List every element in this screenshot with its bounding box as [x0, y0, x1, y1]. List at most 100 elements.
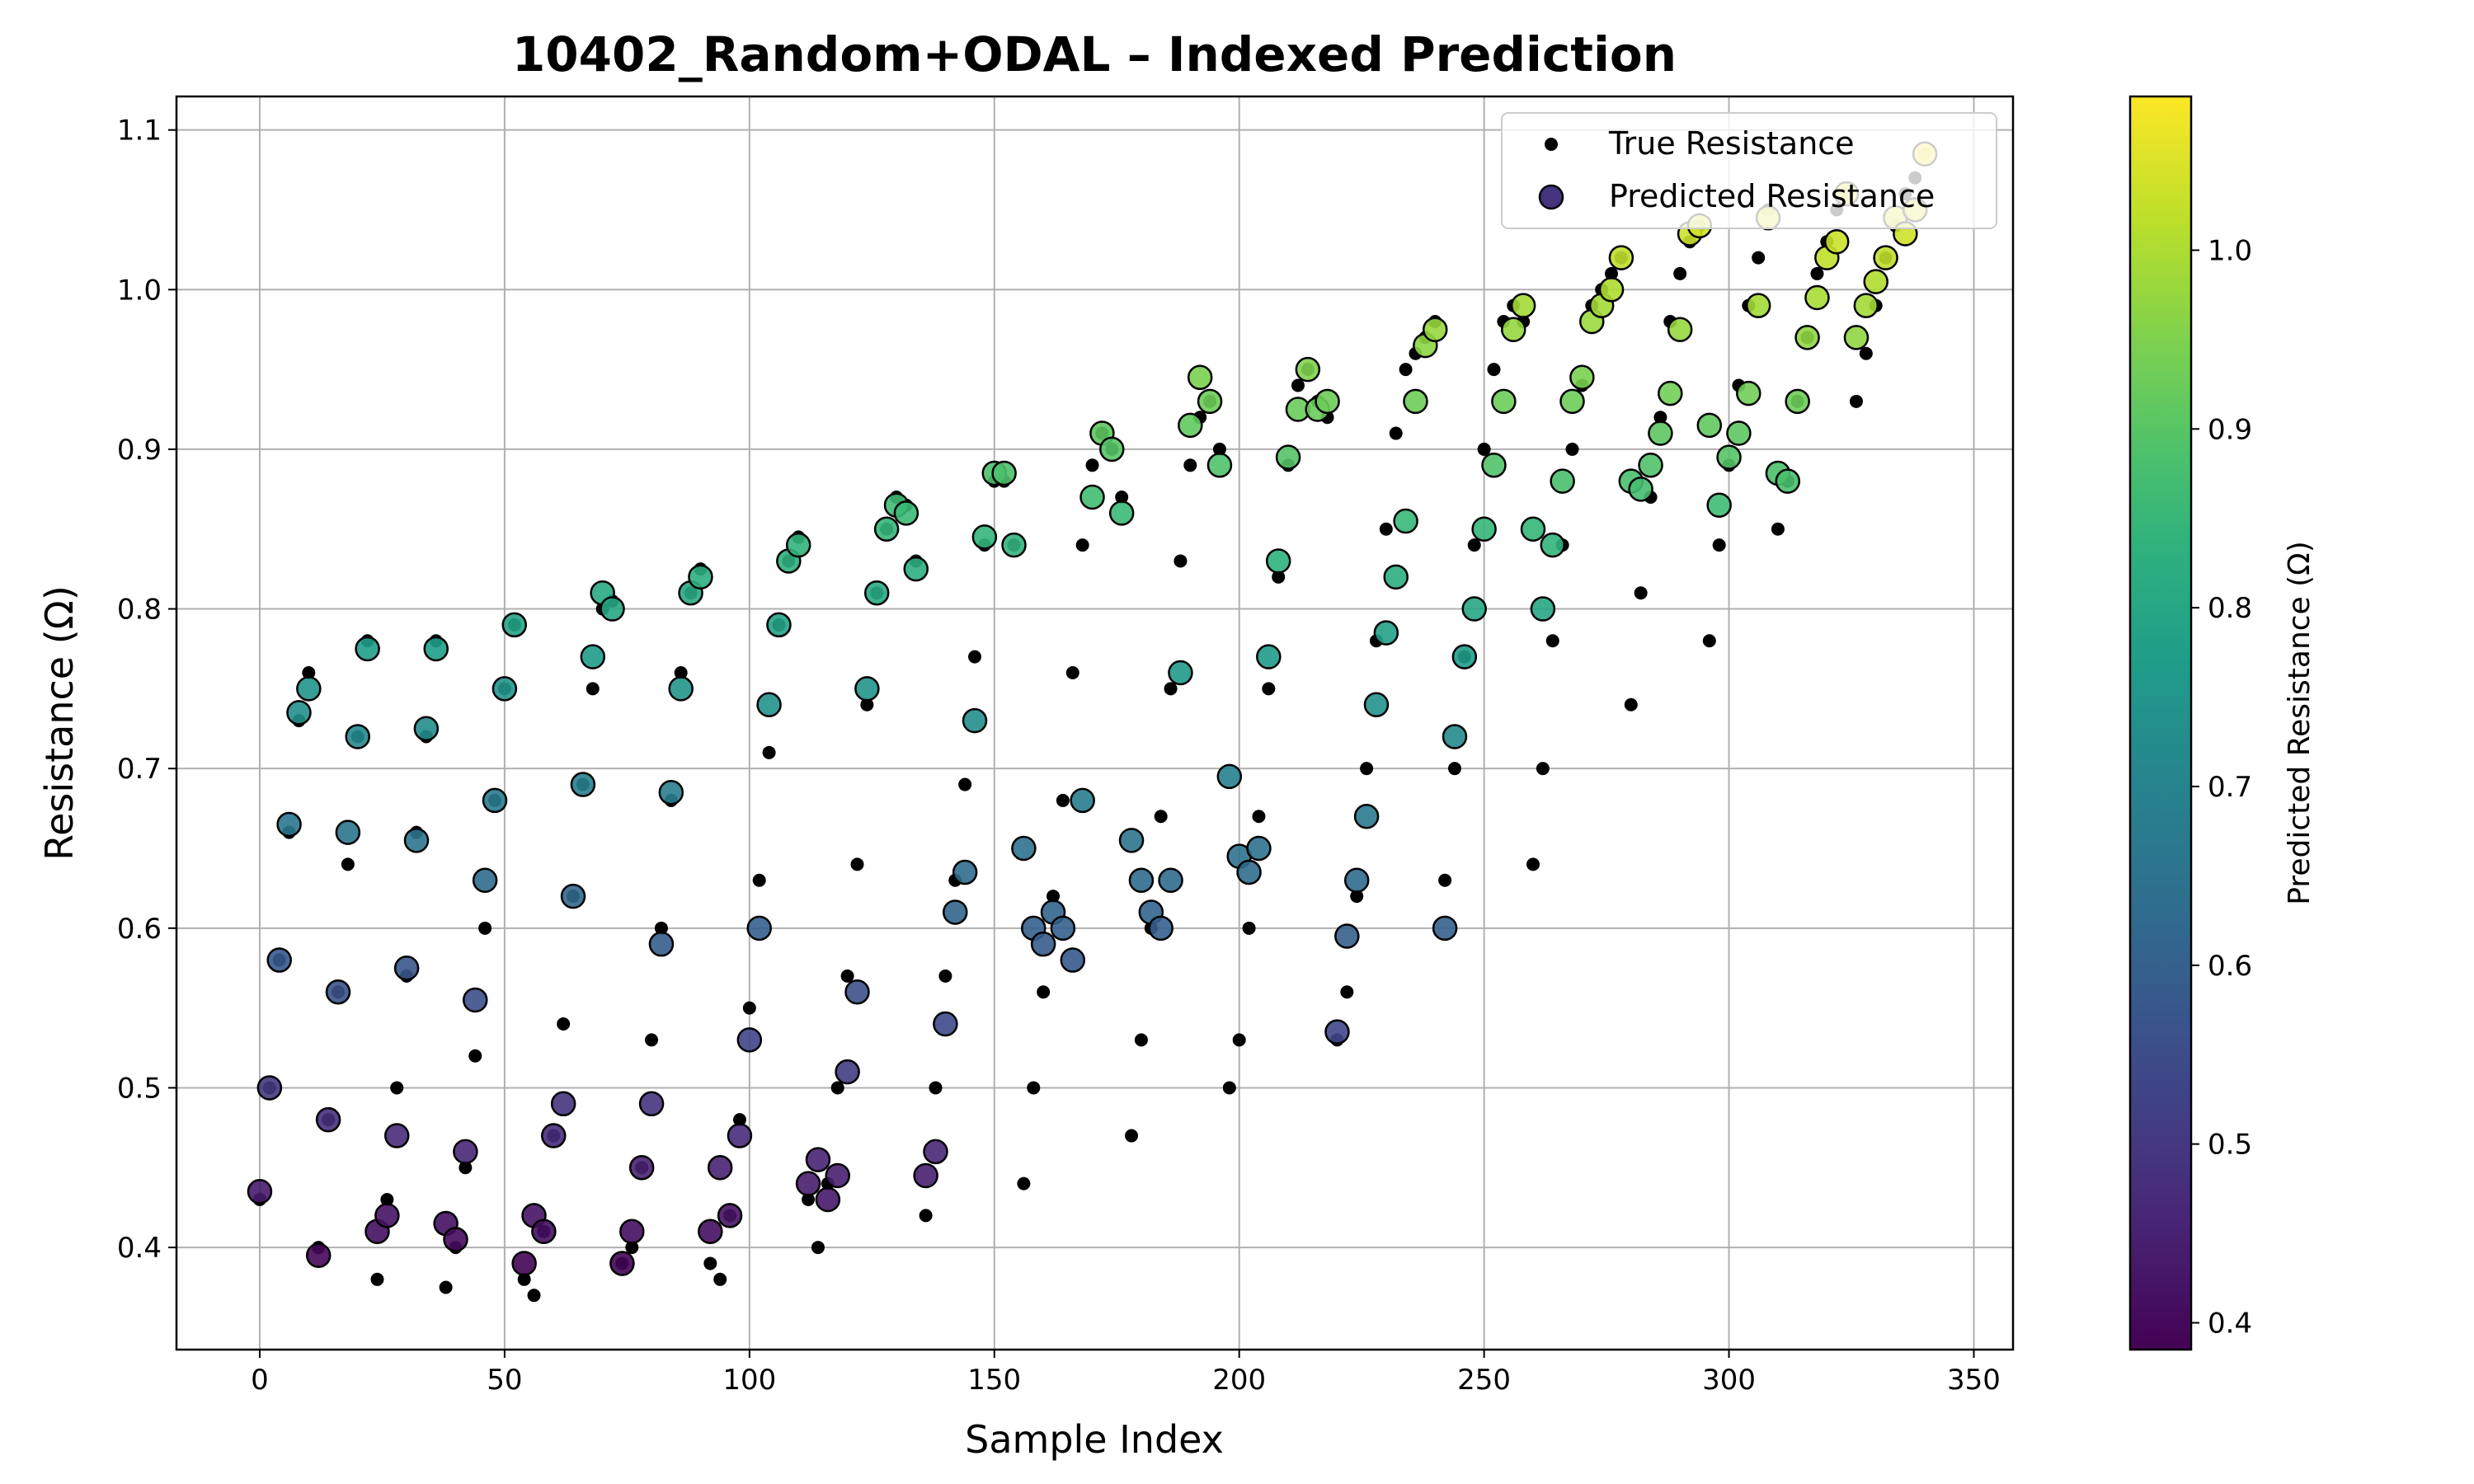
predicted-point [600, 596, 625, 622]
predicted-point [383, 1123, 410, 1148]
true-point [1212, 442, 1226, 456]
true-point [742, 1001, 756, 1015]
true-point [713, 1272, 727, 1286]
true-point [380, 1192, 394, 1206]
predicted-point [1206, 453, 1233, 478]
predicted-point [863, 580, 890, 606]
predicted-point [1501, 317, 1526, 342]
true-point [341, 857, 355, 871]
true-point [654, 921, 668, 935]
x-tick-label: 350 [1947, 1364, 2001, 1397]
predicted-point [1598, 277, 1625, 303]
colorbar-label: Predicted Resistance (Ω) [2283, 541, 2316, 904]
predicted-point [1001, 532, 1027, 558]
true-point [1017, 1176, 1031, 1190]
true-point [1487, 363, 1501, 377]
true-point [1526, 857, 1540, 871]
true-point [1565, 442, 1579, 456]
true-point [1272, 570, 1286, 584]
predicted-point [1873, 245, 1898, 270]
predicted-point [1011, 835, 1037, 862]
predicted-point [736, 1027, 763, 1053]
predicted-point [1108, 500, 1135, 526]
predicted-point [1559, 388, 1585, 415]
predicted-point [844, 979, 870, 1005]
predicted-point [276, 811, 302, 838]
true-point [802, 1192, 816, 1206]
predicted-point [1178, 412, 1203, 439]
true-point [1624, 697, 1638, 711]
x-tick-label: 50 [487, 1364, 522, 1397]
predicted-point [638, 1091, 665, 1117]
predicted-point [1823, 228, 1850, 255]
x-tick-label: 0 [251, 1364, 269, 1397]
predicted-point [1520, 516, 1546, 542]
predicted-point [403, 828, 430, 853]
predicted-point [1334, 923, 1360, 949]
colorbar-tick-label: 0.9 [2208, 413, 2252, 446]
y-tick-label: 0.5 [117, 1072, 162, 1105]
chart-title: 10402_Random+ODAL – Indexed Prediction [512, 26, 1677, 82]
predicted-point [1804, 284, 1830, 311]
predicted-point [1648, 420, 1673, 446]
predicted-point [698, 1219, 723, 1244]
predicted-point [286, 700, 312, 726]
predicted-point [1540, 532, 1566, 558]
true-point [1605, 266, 1619, 280]
predicted-point [825, 1162, 850, 1189]
true-point [1164, 682, 1178, 696]
predicted-point [648, 931, 675, 957]
true-point [1536, 762, 1550, 776]
true-point [1399, 363, 1413, 377]
predicted-point [482, 787, 508, 814]
true-point [1027, 1081, 1041, 1095]
true-point [1262, 682, 1276, 696]
true-point [1859, 346, 1873, 360]
predicted-point [854, 676, 880, 702]
predicted-point [1785, 388, 1810, 415]
predicted-point [1775, 468, 1801, 494]
predicted-point [1246, 835, 1272, 862]
predicted-point [991, 460, 1017, 486]
true-point [1065, 666, 1079, 680]
true-point [459, 1161, 473, 1175]
predicted-point [345, 724, 370, 749]
true-point [929, 1081, 943, 1095]
predicted-point [962, 707, 988, 734]
predicted-point [305, 1242, 332, 1269]
true-point [302, 666, 316, 680]
predicted-point [266, 947, 292, 973]
true-point [1752, 251, 1766, 265]
true-point [1379, 522, 1393, 536]
predicted-point [707, 1155, 733, 1181]
predicted-point [756, 692, 782, 717]
predicted-point [1324, 1019, 1350, 1045]
predicted-point [1726, 420, 1752, 446]
predicted-point [247, 1179, 273, 1205]
true-point [703, 1256, 717, 1270]
predicted-point [463, 987, 488, 1013]
true-point [732, 1113, 746, 1127]
predicted-point [315, 1106, 341, 1133]
predicted-point [1168, 660, 1193, 686]
true-point [1350, 890, 1364, 904]
predicted-point [1353, 804, 1380, 829]
colorbar-tick-label: 1.0 [2208, 234, 2252, 267]
predicted-point [453, 1139, 478, 1165]
x-tick-label: 150 [967, 1364, 1021, 1397]
true-point [1360, 762, 1374, 776]
true-point [1653, 411, 1667, 425]
predicted-point [256, 1075, 283, 1101]
predicted-point [1608, 245, 1634, 270]
true-point [1340, 985, 1354, 999]
predicted-point [873, 516, 900, 542]
true-point [1232, 1033, 1246, 1047]
predicted-point [1393, 508, 1418, 534]
predicted-point [413, 716, 440, 742]
legend-box [1501, 112, 1997, 229]
predicted-point [1696, 412, 1723, 439]
predicted-point [1216, 763, 1243, 790]
predicted-point [766, 612, 792, 638]
predicted-point [1373, 620, 1399, 646]
predicted-point [893, 500, 920, 526]
